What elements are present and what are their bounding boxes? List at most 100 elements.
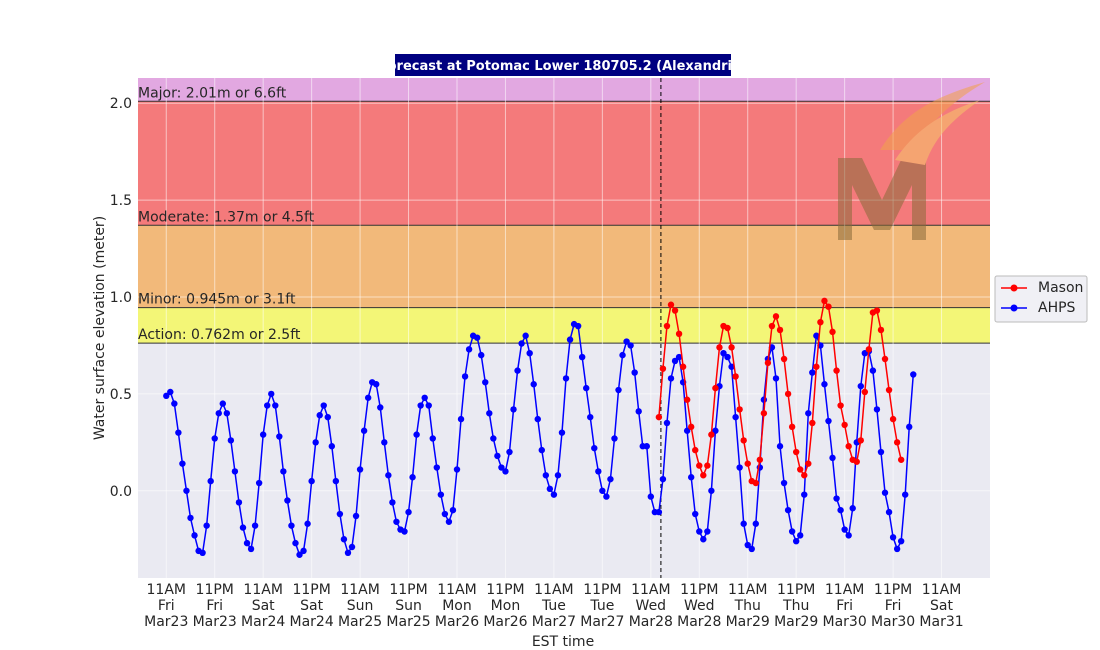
x-tick-label: Mon [442,598,472,614]
data-point-ahps [320,402,327,409]
data-point-ahps [873,406,881,413]
x-tick-label: Mar30 [871,614,915,630]
data-point-ahps [243,539,251,547]
data-point-mason [728,344,735,351]
data-point-mason [841,421,848,429]
data-point-ahps [364,394,372,401]
data-point-ahps [175,429,182,436]
band-action [138,307,990,344]
data-point-ahps [473,334,481,341]
data-point-ahps [825,417,832,425]
data-point-mason [837,402,844,409]
data-point-ahps [784,506,792,514]
data-point-mason [683,396,691,403]
data-point-ahps [829,454,836,462]
data-point-ahps [445,518,453,525]
data-point-ahps [740,520,747,527]
data-point-ahps [805,410,812,417]
data-point-ahps [655,508,663,516]
legend-ahps-label: AHPS [1038,300,1076,316]
x-tick-label: Tue [541,598,566,614]
data-point-mason [889,415,897,423]
data-point-mason [700,472,707,479]
legend-ahps-marker [1010,304,1018,312]
data-point-ahps [801,491,808,498]
data-point-ahps [607,475,614,483]
data-point-ahps [510,406,517,413]
data-point-ahps [696,528,703,535]
data-point-ahps [889,534,897,541]
data-point-ahps [332,477,340,485]
x-tick-label: 11AM [340,582,379,598]
data-point-ahps [566,336,574,343]
x-tick-label: Fri [206,598,223,614]
data-point-ahps [792,537,800,545]
data-point-mason [663,322,671,330]
data-point-ahps [465,346,473,353]
data-point-ahps [167,388,174,396]
data-point-ahps [288,522,295,529]
data-point-ahps [514,367,521,374]
data-point-mason [768,322,776,330]
x-tick-label: Mar24 [290,614,334,630]
x-tick-label: Wed [636,598,667,614]
data-point-ahps [506,448,513,456]
band-label-moderate: Moderate: 1.37m or 4.5ft [138,209,315,225]
data-point-ahps [171,400,178,407]
data-point-mason [813,363,820,370]
data-point-mason [752,479,760,487]
data-point-mason [675,330,683,338]
data-point-ahps [433,464,441,471]
data-point-mason [792,448,800,456]
legend: Mason AHPS [994,275,1088,323]
data-point-ahps [857,382,864,390]
x-tick-label: 11AM [825,582,864,598]
data-point-mason [712,384,719,392]
data-point-mason [861,388,869,396]
data-point-ahps [736,464,743,471]
data-point-ahps [906,423,913,431]
data-point-ahps [457,415,465,423]
data-point-ahps [324,413,331,421]
data-point-ahps [881,489,889,496]
x-tick-label: Mar24 [241,614,285,630]
x-tick-label: Mar25 [386,614,430,630]
data-point-mason [772,313,780,320]
data-point-ahps [300,547,307,555]
x-tick-label: Sat [930,598,953,614]
data-point-ahps [259,431,267,438]
data-point-mason [805,460,812,467]
data-point-ahps [611,435,618,442]
data-point-mason [679,363,687,370]
gridlines [138,78,990,578]
data-point-ahps [728,363,735,370]
data-point-ahps [667,375,675,382]
data-point-ahps [550,491,558,498]
data-point-mason [724,324,731,332]
data-point-ahps [251,522,259,529]
data-point-mason [687,423,695,431]
data-point-ahps [893,545,901,553]
data-point-ahps [429,435,436,442]
x-tick-label: 11AM [534,582,573,598]
data-point-ahps [583,384,590,392]
data-point-ahps [373,381,380,388]
data-point-mason [784,390,792,398]
data-point-ahps [163,392,170,400]
data-point-ahps [643,443,650,450]
data-point-ahps [538,446,545,454]
data-point-ahps [619,351,626,359]
data-point-ahps [356,466,364,473]
data-point-ahps [417,402,424,409]
data-point-ahps [494,452,501,460]
data-point-ahps [239,524,247,531]
data-point-ahps [191,532,198,539]
y-tick-label: 0.5 [110,387,132,403]
data-point-ahps [409,474,416,481]
x-tick-label: Mar29 [726,614,770,630]
data-point-ahps [704,528,711,535]
data-point-ahps [595,468,602,475]
x-tick-label: Mar23 [144,614,188,630]
data-point-ahps [631,369,638,376]
band-major [138,78,990,102]
